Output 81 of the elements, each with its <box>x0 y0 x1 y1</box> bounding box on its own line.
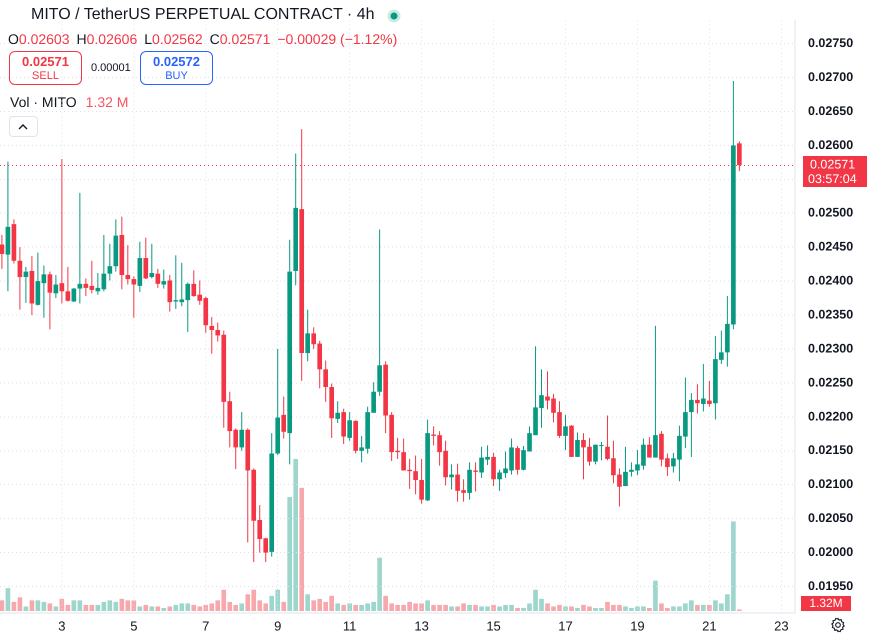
candlestick <box>125 245 130 285</box>
sell-button: 0.02571 SELL <box>9 51 82 85</box>
bar <box>155 606 160 611</box>
bar <box>467 604 472 611</box>
x-tick-label: 13 <box>414 618 429 634</box>
bar <box>701 604 706 611</box>
y-tick-label: 0.02300 <box>808 341 854 356</box>
bar <box>30 600 34 611</box>
y-tick-label: 0.02050 <box>808 511 854 526</box>
annotation: SELL <box>31 70 60 83</box>
annotation: H0.02606 <box>76 31 138 47</box>
y-tick-label: 0.01950 <box>808 578 854 593</box>
y-tick-label: 0.02150 <box>808 443 854 458</box>
annotation: C0.02571 <box>210 31 270 47</box>
chart-title: Vol · MITO <box>10 94 77 110</box>
bar <box>491 604 496 611</box>
bar <box>305 594 310 611</box>
buy-button: 0.02572 BUY <box>140 51 213 85</box>
bar <box>138 606 142 611</box>
bar <box>569 606 574 611</box>
bar <box>707 604 712 611</box>
bar <box>653 580 658 611</box>
x-tick-label: 3 <box>58 618 66 634</box>
bar <box>281 602 286 611</box>
x-tick-label: 19 <box>630 618 645 634</box>
bar <box>167 606 172 611</box>
x-tick-label: 15 <box>486 618 501 634</box>
y-tick-label: 0.02000 <box>808 545 854 560</box>
bar <box>161 608 166 611</box>
bar <box>563 606 568 611</box>
bar <box>695 604 700 611</box>
bar <box>143 604 148 611</box>
x-tick-label: 9 <box>274 618 282 634</box>
y-tick-label: 0.02700 <box>808 70 854 84</box>
text: 1.32M <box>801 596 851 611</box>
x-tick-label: 11 <box>342 618 356 634</box>
bar <box>24 606 28 611</box>
bar <box>473 604 478 611</box>
y-tick-label: 0.02400 <box>808 274 854 288</box>
x-tick-label: 23 <box>774 618 789 634</box>
y-tick-label: 0.02450 <box>808 240 854 254</box>
x-tick-label: 17 <box>558 618 573 634</box>
annotation: 1.32 M <box>86 94 128 110</box>
bar <box>6 588 10 611</box>
bar <box>299 488 304 611</box>
bar <box>647 608 652 611</box>
y-tick-label: 0.02500 <box>808 206 854 220</box>
bar <box>575 608 580 611</box>
y-tick-label: 0.02250 <box>808 375 854 390</box>
y-tick-label: 0.02650 <box>808 104 854 118</box>
text: 03:57:04 <box>808 172 857 186</box>
candlestick <box>78 192 82 304</box>
y-tick-label: 0.02100 <box>808 477 854 492</box>
annotation: L0.02562 <box>144 31 203 47</box>
bar <box>149 606 154 611</box>
y-tick-label: 0.02600 <box>808 138 854 152</box>
chart-title: MITO / TetherUS PERPETUAL CONTRACT · 4h <box>31 6 374 24</box>
annotation: BUY <box>164 70 189 83</box>
ref-line-label: 0.02571 <box>810 158 856 172</box>
bar <box>54 606 58 611</box>
annotation: 0.02572 <box>152 54 201 70</box>
bar <box>425 600 430 611</box>
bar <box>48 603 52 611</box>
x-tick-label: 21 <box>702 618 717 634</box>
bar <box>239 603 244 611</box>
annotation: O0.02603 <box>8 31 70 47</box>
annotation: 0.00001 <box>91 62 131 75</box>
y-tick-label: 0.02200 <box>808 409 854 424</box>
candlestick <box>473 462 478 492</box>
annotation: 0.02571 <box>21 54 70 70</box>
bar <box>353 604 358 611</box>
x-tick-label: 7 <box>202 618 210 634</box>
bar <box>341 604 346 611</box>
x-tick-label: 5 <box>130 618 138 634</box>
bar <box>0 600 4 611</box>
bar <box>335 603 340 611</box>
bar <box>449 606 454 611</box>
annotation: −0.00029 (−1.12%) <box>277 31 398 48</box>
y-tick-label: 0.02750 <box>808 36 854 50</box>
y-tick-label: 0.02350 <box>808 308 854 322</box>
bar <box>515 608 520 611</box>
